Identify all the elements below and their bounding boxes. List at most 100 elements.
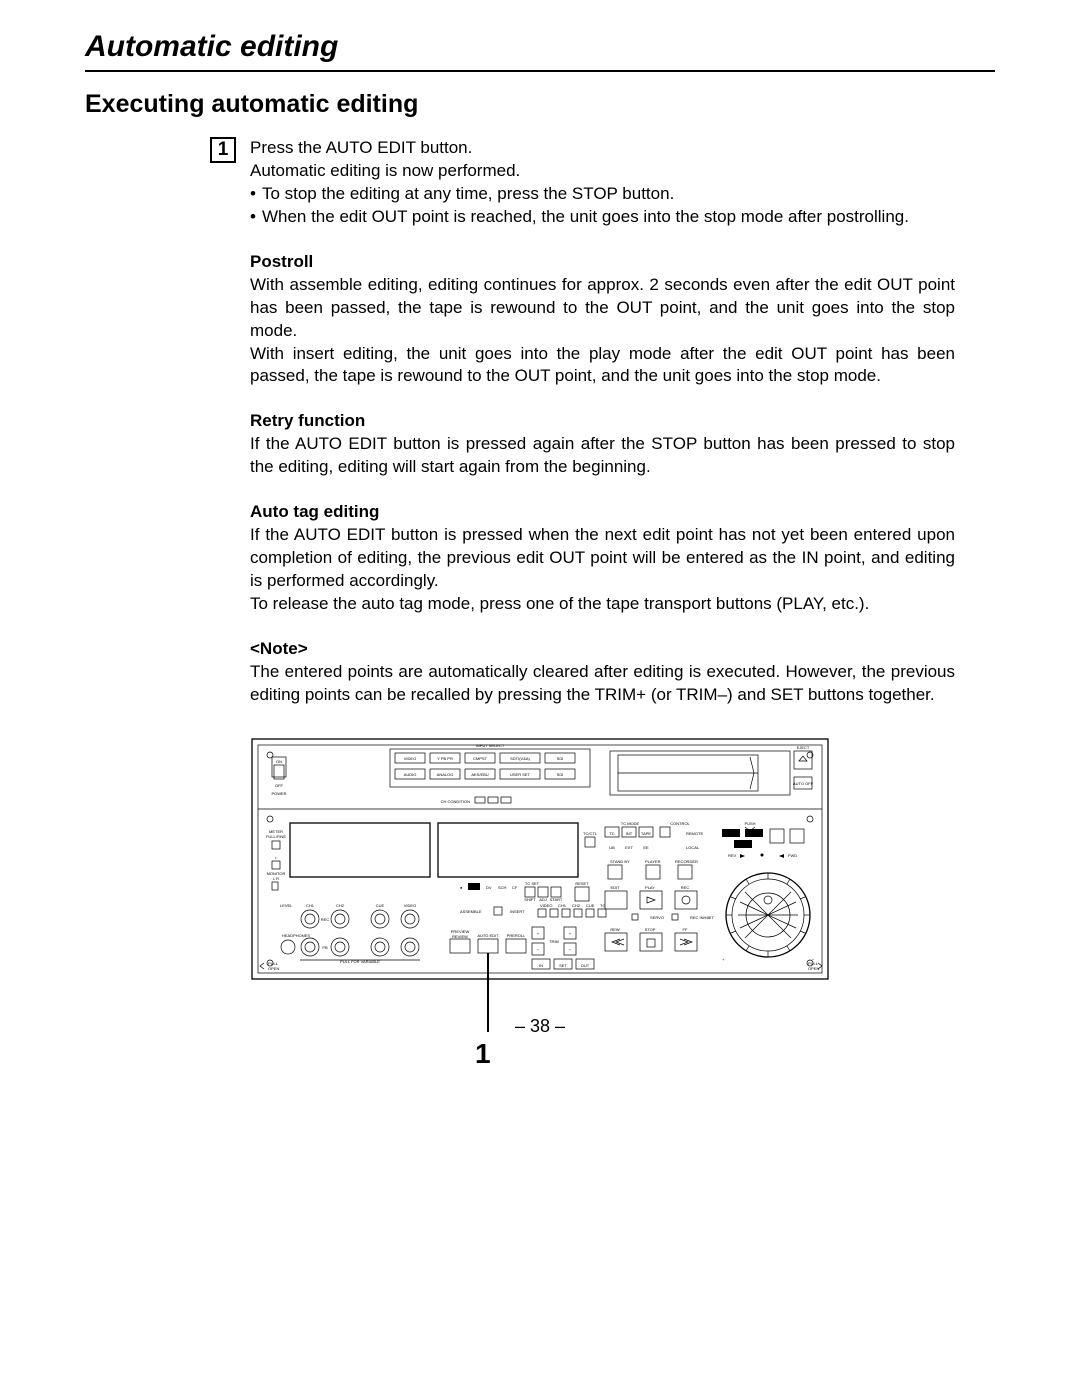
svg-text:CUE: CUE: [586, 903, 595, 908]
device-diagram: .thin { stroke:#000; stroke-width:0.7; f…: [250, 737, 830, 1037]
svg-text:FULL/FINE: FULL/FINE: [266, 834, 286, 839]
svg-text:OUT: OUT: [581, 963, 590, 968]
svg-text:LEVEL: LEVEL: [280, 903, 293, 908]
postroll-para2: With insert editing, the unit goes into …: [250, 343, 955, 389]
svg-text:F/G: F/G: [471, 885, 478, 890]
svg-text:VIDEO: VIDEO: [404, 903, 416, 908]
svg-text:VIDEO: VIDEO: [404, 756, 416, 761]
svg-text:SLOW: SLOW: [737, 842, 749, 847]
svg-text:REV: REV: [728, 853, 737, 858]
step-line1: Press the AUTO EDIT button.: [250, 137, 909, 160]
svg-text:UB: UB: [609, 845, 615, 850]
svg-text:CUE: CUE: [376, 903, 385, 908]
svg-text:INPUT SELECT: INPUT SELECT: [476, 743, 505, 748]
svg-text:SHIFT: SHIFT: [524, 897, 536, 902]
svg-text:VIDEO: VIDEO: [540, 903, 552, 908]
svg-text:REC: REC: [681, 885, 690, 890]
svg-text:EJECT: EJECT: [797, 745, 810, 750]
svg-text:CH1: CH1: [306, 903, 315, 908]
svg-text:CH2: CH2: [336, 903, 345, 908]
svg-text:STAND BY: STAND BY: [610, 859, 630, 864]
svg-text:TC MODE: TC MODE: [621, 821, 640, 826]
svg-text:CONTROL: CONTROL: [670, 821, 690, 826]
svg-text:EE: EE: [643, 845, 649, 850]
autotag-heading: Auto tag editing: [250, 501, 955, 524]
svg-text:INT: INT: [626, 831, 633, 836]
svg-text:SDTI(V&A): SDTI(V&A): [510, 756, 530, 761]
svg-text:Y PB PR: Y PB PR: [437, 756, 453, 761]
svg-text:CF: CF: [512, 885, 518, 890]
title-rule: [85, 70, 995, 72]
svg-text:TC: TC: [609, 831, 614, 836]
svg-text:TAPE: TAPE: [641, 831, 651, 836]
section-title: Executing automatic editing: [85, 90, 995, 119]
svg-text:REC: REC: [321, 917, 330, 922]
svg-text:ASSEMBLE: ASSEMBLE: [460, 909, 482, 914]
svg-text:EXT: EXT: [625, 845, 633, 850]
svg-text:REW: REW: [610, 927, 620, 932]
svg-text:CH CONDITION: CH CONDITION: [441, 799, 470, 804]
svg-text:ADJ: ADJ: [539, 897, 547, 902]
svg-text:DV: DV: [486, 885, 492, 890]
svg-text:REVIEW: REVIEW: [452, 934, 468, 939]
step-bullet2: When the edit OUT point is reached, the …: [262, 206, 909, 229]
step-line2: Automatic editing is now performed.: [250, 160, 909, 183]
svg-text:SHTL: SHTL: [749, 831, 760, 836]
postroll-para1: With assemble editing, editing continues…: [250, 274, 955, 343]
page-title: Automatic editing: [85, 30, 995, 64]
svg-text:AUDIO: AUDIO: [404, 772, 417, 777]
postroll-heading: Postroll: [250, 251, 955, 274]
svg-text:TC SET: TC SET: [525, 881, 540, 886]
svg-text:USER SET: USER SET: [510, 772, 531, 777]
svg-text:SET: SET: [559, 963, 567, 968]
svg-text:REC INHIBIT: REC INHIBIT: [690, 915, 714, 920]
svg-text:CMPST: CMPST: [473, 756, 488, 761]
svg-text:PB: PB: [322, 945, 328, 950]
svg-text:SDI: SDI: [557, 772, 564, 777]
svg-text:POWER: POWER: [271, 791, 286, 796]
svg-text:SDI: SDI: [557, 756, 564, 761]
svg-text:JOG: JOG: [727, 831, 735, 836]
svg-text:RECORDER: RECORDER: [675, 859, 698, 864]
svg-text:OFF: OFF: [275, 783, 284, 788]
svg-text:AES/EBU: AES/EBU: [471, 772, 488, 777]
svg-text:IN: IN: [539, 963, 543, 968]
svg-text:INSERT: INSERT: [510, 909, 525, 914]
note-heading: <Note>: [250, 638, 955, 661]
svg-text:ON: ON: [276, 759, 282, 764]
svg-text:L R: L R: [273, 876, 279, 881]
svg-text:PREROLL: PREROLL: [507, 933, 526, 938]
svg-text:OPEN: OPEN: [808, 966, 819, 971]
autotag-para1: If the AUTO EDIT button is pressed when …: [250, 524, 955, 593]
retry-para: If the AUTO EDIT button is pressed again…: [250, 433, 955, 479]
svg-text:CH1: CH1: [558, 903, 567, 908]
note-para: The entered points are automatically cle…: [250, 661, 955, 707]
svg-text:STOP: STOP: [645, 927, 656, 932]
svg-text:ANALOG: ANALOG: [437, 772, 454, 777]
svg-text:PLAY: PLAY: [645, 885, 655, 890]
svg-text:START: START: [550, 897, 563, 902]
bullet-dot-icon: •: [250, 206, 256, 229]
svg-text:TC/CTL: TC/CTL: [583, 831, 598, 836]
svg-text:OPEN: OPEN: [268, 966, 279, 971]
page-number: – 38 –: [0, 1016, 1080, 1037]
svg-text:FWD: FWD: [788, 853, 797, 858]
svg-text:CH2: CH2: [572, 903, 581, 908]
autotag-para2: To release the auto tag mode, press one …: [250, 593, 955, 616]
svg-text:LOCAL: LOCAL: [686, 845, 700, 850]
callout-number: 1: [475, 1038, 491, 1070]
svg-text:REMOTE: REMOTE: [686, 831, 703, 836]
svg-text:EDIT: EDIT: [610, 885, 620, 890]
svg-text:SERVO: SERVO: [650, 915, 664, 920]
svg-text:FF: FF: [683, 927, 688, 932]
svg-text:AUTO EDIT: AUTO EDIT: [477, 933, 499, 938]
svg-text:TRIM: TRIM: [549, 939, 559, 944]
svg-text:RESET: RESET: [575, 881, 589, 886]
retry-heading: Retry function: [250, 410, 955, 433]
svg-text:TC: TC: [600, 903, 605, 908]
svg-text:PUSH: PUSH: [744, 821, 755, 826]
svg-text:SCH: SCH: [498, 885, 507, 890]
step-bullet1: To stop the editing at any time, press t…: [262, 183, 674, 206]
step-number-box: 1: [210, 137, 236, 163]
svg-text:PLAYER: PLAYER: [645, 859, 661, 864]
